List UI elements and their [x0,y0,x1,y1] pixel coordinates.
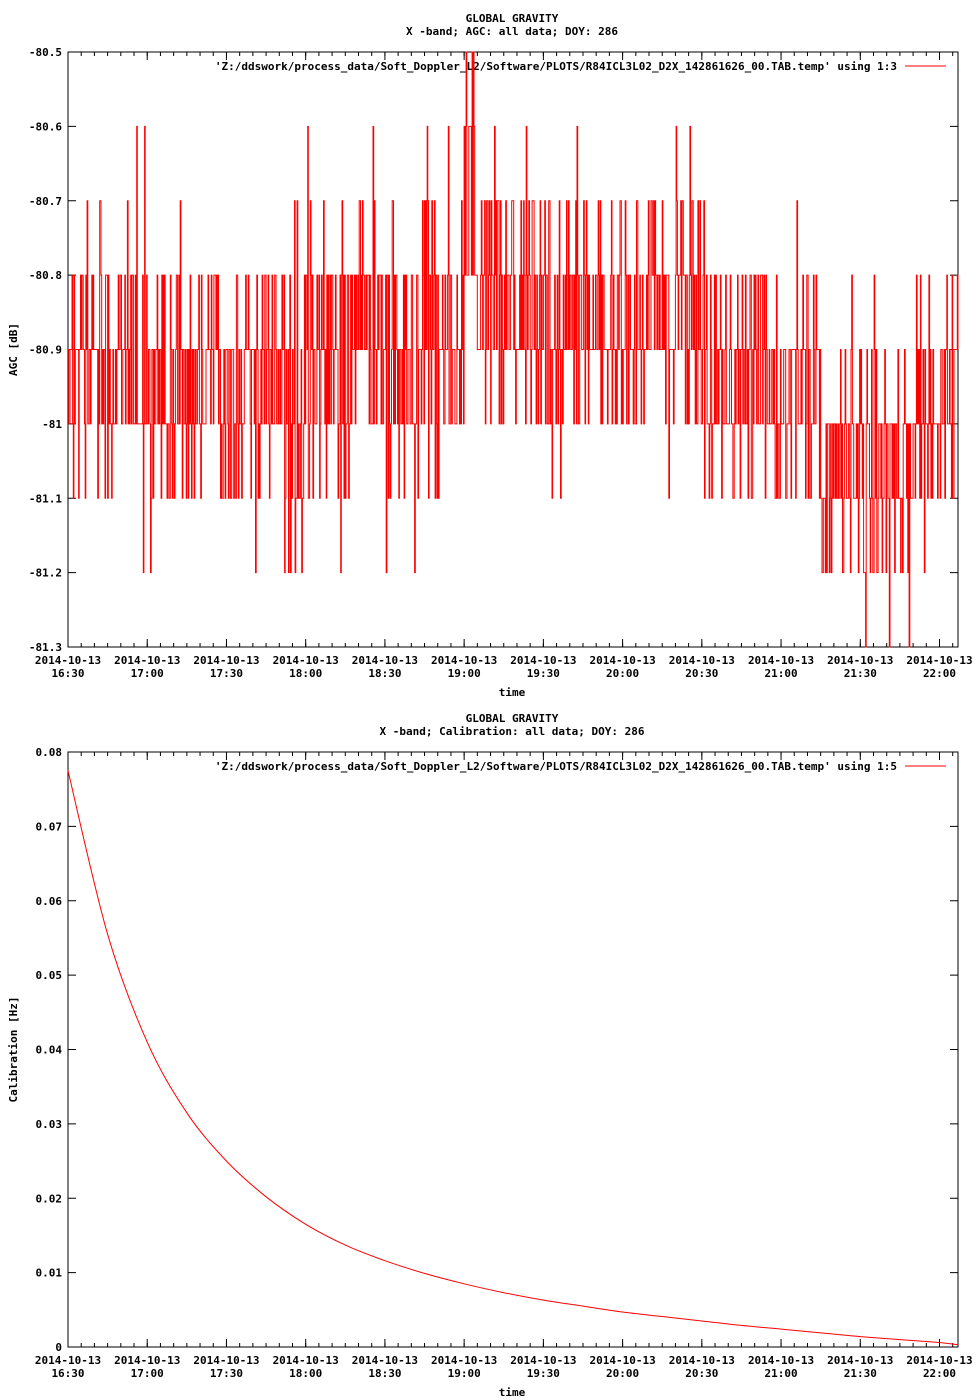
x-tick-time: 16:30 [51,667,84,680]
x-tick-time: 17:00 [131,667,164,680]
x-tick-time: 18:30 [368,667,401,680]
x-tick-date: 2014-10-13 [748,654,814,667]
x-tick-date: 2014-10-13 [906,654,972,667]
x-tick-date: 2014-10-13 [510,1354,576,1367]
x-tick-time: 21:00 [764,1367,797,1380]
y-tick-label: -80.6 [29,120,62,133]
x-tick-date: 2014-10-13 [827,654,893,667]
x-tick-date: 2014-10-13 [193,654,259,667]
y-tick-label: 0.06 [36,895,63,908]
x-tick-date: 2014-10-13 [669,1354,735,1367]
x-axis-label: time [499,1386,526,1399]
y-tick-label: 0.05 [36,969,63,982]
y-tick-label: 0.01 [36,1267,63,1280]
y-tick-label: -80.9 [29,344,62,357]
x-tick-time: 20:30 [685,1367,718,1380]
y-tick-label: -80.7 [29,195,62,208]
x-tick-time: 20:00 [606,667,639,680]
y-tick-label: -81.1 [29,492,62,505]
x-tick-date: 2014-10-13 [510,654,576,667]
x-tick-time: 22:00 [923,1367,956,1380]
chart-title: GLOBAL GRAVITY [466,712,559,725]
x-tick-date: 2014-10-13 [669,654,735,667]
x-tick-time: 17:30 [210,1367,243,1380]
x-tick-time: 20:30 [685,667,718,680]
x-tick-date: 2014-10-13 [589,1354,655,1367]
y-tick-label: 0.08 [36,746,63,759]
x-axis-label: time [499,686,526,699]
x-tick-time: 20:00 [606,1367,639,1380]
x-tick-date: 2014-10-13 [35,654,101,667]
y-tick-label: 0 [55,1341,62,1354]
x-tick-date: 2014-10-13 [273,654,339,667]
y-tick-label: 0.07 [36,820,63,833]
x-tick-date: 2014-10-13 [431,1354,497,1367]
x-tick-date: 2014-10-13 [748,1354,814,1367]
chart-subtitle: X -band; Calibration: all data; DOY: 286 [380,725,645,738]
x-tick-time: 18:00 [289,1367,322,1380]
x-tick-date: 2014-10-13 [273,1354,339,1367]
y-tick-label: 0.02 [36,1192,63,1205]
calibration-series-line [67,770,959,1346]
x-tick-time: 19:30 [527,667,560,680]
y-tick-label: -80.8 [29,269,62,282]
x-tick-date: 2014-10-13 [193,1354,259,1367]
x-tick-time: 18:00 [289,667,322,680]
x-tick-time: 21:00 [764,667,797,680]
chart-title: GLOBAL GRAVITY [466,12,559,25]
x-tick-date: 2014-10-13 [114,1354,180,1367]
x-tick-time: 17:30 [210,667,243,680]
x-tick-time: 18:30 [368,1367,401,1380]
x-tick-date: 2014-10-13 [114,654,180,667]
x-tick-time: 21:30 [844,667,877,680]
x-tick-date: 2014-10-13 [589,654,655,667]
agc-series-line [68,51,959,648]
y-tick-label: -81.3 [29,641,62,654]
x-tick-date: 2014-10-13 [906,1354,972,1367]
y-tick-label: 0.04 [36,1044,63,1057]
x-tick-time: 19:00 [448,1367,481,1380]
x-tick-time: 17:00 [131,1367,164,1380]
y-tick-label: -81.2 [29,567,62,580]
y-axis-label: AGC [dB] [7,323,20,376]
y-tick-label: -80.5 [29,46,62,59]
x-tick-time: 16:30 [51,1367,84,1380]
x-tick-date: 2014-10-13 [827,1354,893,1367]
x-tick-date: 2014-10-13 [35,1354,101,1367]
y-tick-label: 0.03 [36,1118,63,1131]
x-tick-time: 19:30 [527,1367,560,1380]
x-tick-date: 2014-10-13 [431,654,497,667]
y-axis-label: Calibration [Hz] [7,997,20,1103]
y-tick-label: -81 [42,418,62,431]
legend-label: 'Z:/ddswork/process_data/Soft_Doppler_L2… [215,60,897,73]
legend-label: 'Z:/ddswork/process_data/Soft_Doppler_L2… [215,760,897,773]
chart-subtitle: X -band; AGC: all data; DOY: 286 [406,25,618,38]
x-tick-time: 22:00 [923,667,956,680]
x-tick-time: 21:30 [844,1367,877,1380]
x-tick-date: 2014-10-13 [352,1354,418,1367]
plot-frame [67,751,959,1348]
x-tick-date: 2014-10-13 [352,654,418,667]
x-tick-time: 19:00 [448,667,481,680]
